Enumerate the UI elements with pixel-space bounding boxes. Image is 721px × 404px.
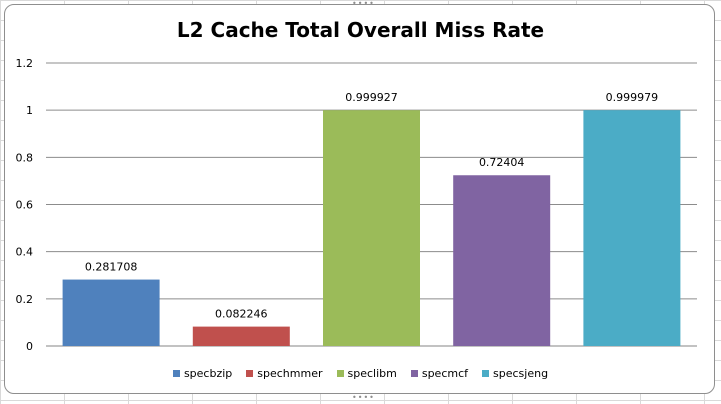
y-tick-label: 0.8 [16,151,34,164]
legend-swatch [336,370,344,377]
y-tick-label: 0 [26,340,33,353]
resize-handle-top[interactable]: •••• [352,0,375,8]
legend: specbzip spechmmer speclibm specmcf specsjen… [0,367,721,380]
legend-label: spechmmer [257,367,323,380]
bar-specbzip[interactable] [62,279,160,346]
bar-specmcf[interactable] [453,175,551,346]
bar-spechmmer[interactable] [192,326,290,346]
y-axis-tick-labels: 0 0.2 0.4 0.6 0.8 1 1.2 [16,57,34,353]
data-label-specsjeng: 0.999979 [606,91,659,104]
legend-swatch [172,370,180,377]
legend-label: speclibm [347,367,397,380]
legend-label: specsjeng [493,367,549,380]
data-label-spechmmer: 0.082246 [215,308,268,321]
data-label-specbzip: 0.281708 [85,261,138,274]
legend-label: specmcf [421,367,469,380]
legend-item-specmcf[interactable]: specmcf [410,367,469,380]
y-tick-label: 1 [26,104,33,117]
data-label-specmcf: 0.72404 [479,156,525,169]
legend-item-specbzip[interactable]: specbzip [172,367,233,380]
legend-swatch [246,370,254,377]
chart-title: L2 Cache Total Overall Miss Rate [176,18,545,42]
y-tick-label: 1.2 [16,57,34,70]
data-labels: 0.281708 0.082246 0.999927 0.72404 0.999979 [85,91,658,320]
y-tick-label: 0.2 [16,293,34,306]
y-tick-label: 0.4 [16,246,34,259]
bar-speclibm[interactable] [323,110,420,346]
legend-item-spechmmer[interactable]: spechmmer [246,367,323,380]
resize-handle-bottom[interactable]: •••• [352,393,375,402]
legend-item-specsjeng[interactable]: specsjeng [482,367,548,380]
legend-label: specbzip [183,367,233,380]
legend-item-speclibm[interactable]: speclibm [336,367,397,380]
legend-swatch [410,370,418,377]
legend-swatch [482,370,490,377]
data-label-speclibm: 0.999927 [345,91,398,104]
bar-specsjeng[interactable] [583,110,681,346]
bars [62,110,681,346]
y-tick-label: 0.6 [16,199,34,212]
